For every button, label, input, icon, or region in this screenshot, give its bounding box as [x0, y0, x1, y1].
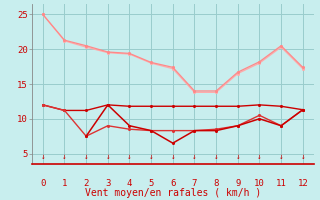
Text: ↓: ↓	[62, 152, 67, 161]
Text: ↓: ↓	[106, 152, 110, 161]
Text: ↓: ↓	[84, 152, 88, 161]
X-axis label: Vent moyen/en rafales ( km/h ): Vent moyen/en rafales ( km/h )	[85, 188, 261, 198]
Text: ↓: ↓	[149, 152, 154, 161]
Text: ↓: ↓	[192, 152, 197, 161]
Text: ↓: ↓	[300, 152, 305, 161]
Text: ↓: ↓	[171, 152, 175, 161]
Text: ↓: ↓	[279, 152, 284, 161]
Text: ↓: ↓	[236, 152, 240, 161]
Text: ↓: ↓	[257, 152, 262, 161]
Text: ↓: ↓	[214, 152, 219, 161]
Text: ↓: ↓	[127, 152, 132, 161]
Text: ↓: ↓	[41, 152, 45, 161]
